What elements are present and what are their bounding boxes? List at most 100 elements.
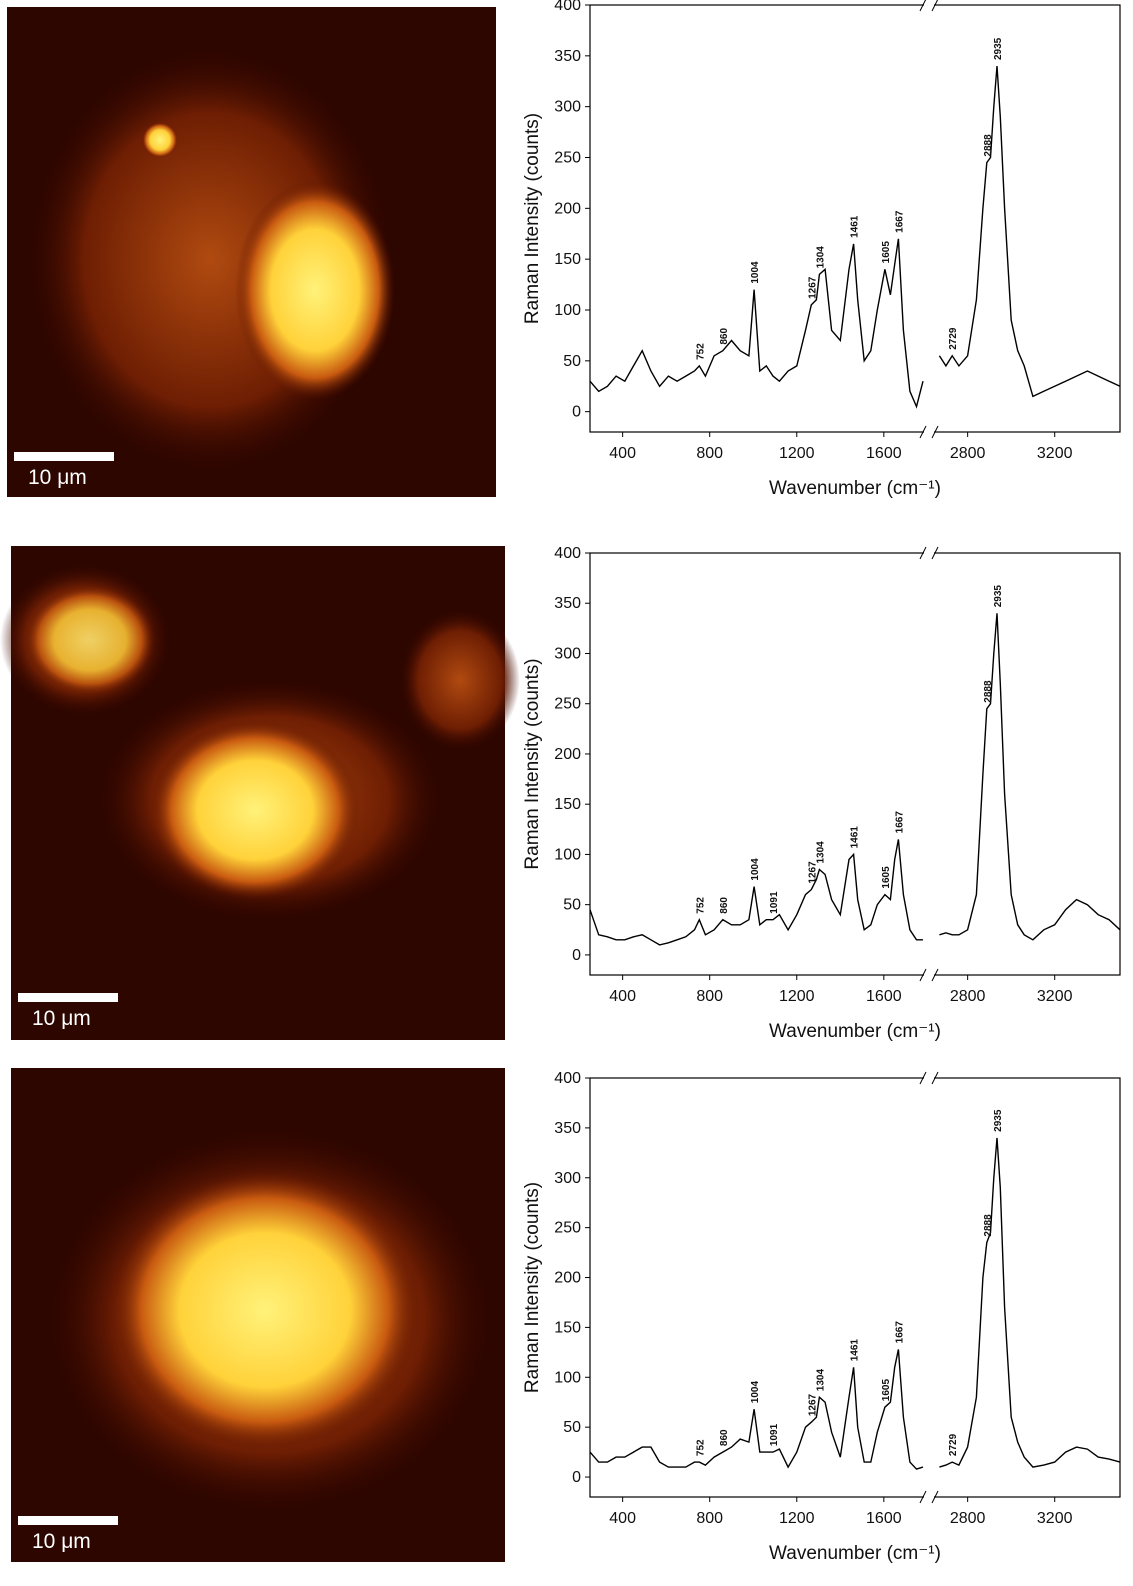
y-tick-label: 100 — [554, 302, 581, 319]
y-tick-label: 50 — [563, 897, 581, 914]
y-tick-label: 300 — [554, 645, 581, 662]
y-tick-label: 400 — [554, 1070, 581, 1087]
x-tick-label: 1200 — [779, 1510, 815, 1527]
peak-label: 1267 — [807, 1393, 818, 1416]
scale-bar-label: 10 μm — [32, 1530, 91, 1553]
x-tick-label: 400 — [609, 988, 636, 1005]
y-tick-label: 350 — [554, 595, 581, 612]
x-tick-label: 3200 — [1037, 1510, 1073, 1527]
axis-break — [924, 551, 934, 555]
peak-label: 2888 — [983, 1214, 994, 1237]
peak-label: 1267 — [807, 861, 818, 884]
peak-label: 1667 — [894, 210, 905, 233]
x-tick-label: 2800 — [950, 1510, 986, 1527]
peak-label: 752 — [695, 343, 706, 360]
x-tick-label: 400 — [609, 1510, 636, 1527]
y-tick-label: 250 — [554, 150, 581, 167]
peak-label: 1605 — [881, 1379, 892, 1402]
micrograph — [7, 7, 496, 497]
peak-label: 1461 — [850, 1339, 861, 1362]
x-tick-label: 3200 — [1037, 445, 1073, 462]
peak-label: 1091 — [769, 1423, 780, 1446]
y-tick-label: 50 — [563, 1419, 581, 1436]
plot-frame — [589, 4, 1121, 433]
peak-label: 1605 — [881, 241, 892, 264]
y-tick-label: 150 — [554, 251, 581, 268]
y-tick-label: 250 — [554, 1220, 581, 1237]
peak-label: 2935 — [993, 585, 1004, 608]
axis-break — [931, 546, 939, 560]
y-tick-label: 250 — [554, 696, 581, 713]
y-tick-label: 150 — [554, 1319, 581, 1336]
y-axis-label: Raman Intensity (counts) — [522, 1182, 543, 1393]
x-tick-label: 800 — [696, 988, 723, 1005]
peak-label: 1667 — [894, 1321, 905, 1344]
y-axis-label: Raman Intensity (counts) — [522, 113, 543, 324]
plot-frame — [589, 552, 1121, 976]
peak-label: 2888 — [983, 134, 994, 157]
peak-label: 2729 — [948, 327, 959, 350]
axis-break — [931, 0, 939, 12]
axis-break — [919, 425, 927, 439]
peak-label: 752 — [695, 897, 706, 914]
y-tick-label: 100 — [554, 1369, 581, 1386]
x-tick-label: 1600 — [866, 988, 902, 1005]
y-tick-label: 300 — [554, 1170, 581, 1187]
y-tick-label: 0 — [572, 1469, 581, 1486]
peak-label: 1091 — [769, 891, 780, 914]
y-tick-label: 400 — [554, 545, 581, 562]
y-tick-label: 0 — [572, 404, 581, 421]
peak-label: 860 — [719, 1429, 730, 1446]
x-axis-label: Wavenumber (cm⁻¹) — [769, 1021, 941, 1042]
scale-bar-label: 10 μm — [28, 466, 87, 489]
y-axis-label: Raman Intensity (counts) — [522, 658, 543, 869]
y-tick-label: 100 — [554, 846, 581, 863]
axis-break — [924, 1076, 934, 1080]
peak-label: 2888 — [983, 680, 994, 703]
y-tick-label: 350 — [554, 48, 581, 65]
peak-label: 1461 — [850, 215, 861, 238]
x-tick-label: 2800 — [950, 445, 986, 462]
axis-break — [919, 968, 927, 982]
spectrum-line — [589, 65, 1121, 409]
peak-label: 860 — [719, 328, 730, 345]
y-tick-label: 50 — [563, 353, 581, 370]
x-tick-label: 800 — [696, 445, 723, 462]
spectrum-line — [589, 613, 1121, 946]
peak-label: 1304 — [815, 246, 826, 269]
x-tick-label: 400 — [609, 445, 636, 462]
x-tick-label: 3200 — [1037, 988, 1073, 1005]
peak-label: 1004 — [750, 1381, 761, 1404]
x-tick-label: 1200 — [779, 445, 815, 462]
peak-label: 1004 — [750, 261, 761, 284]
axis-break — [919, 1071, 927, 1085]
axis-break — [919, 546, 927, 560]
scale-bar — [18, 993, 118, 1002]
peak-label: 1304 — [815, 841, 826, 864]
peak-label: 1667 — [894, 811, 905, 834]
x-tick-label: 1600 — [866, 445, 902, 462]
scale-bar-label: 10 μm — [32, 1007, 91, 1030]
axis-break — [931, 1071, 939, 1085]
scale-bar — [18, 1516, 118, 1525]
peak-label: 2729 — [948, 1433, 959, 1456]
y-tick-label: 200 — [554, 200, 581, 217]
y-tick-label: 400 — [554, 0, 581, 14]
x-tick-label: 1600 — [866, 1510, 902, 1527]
axis-break — [931, 968, 939, 982]
axis-break — [919, 1490, 927, 1504]
axis-break — [924, 973, 934, 977]
x-tick-label: 2800 — [950, 988, 986, 1005]
y-tick-label: 300 — [554, 99, 581, 116]
x-axis-label: Wavenumber (cm⁻¹) — [769, 478, 941, 499]
peak-label: 860 — [719, 897, 730, 914]
peak-label: 1004 — [750, 858, 761, 881]
y-tick-label: 200 — [554, 1270, 581, 1287]
micrograph — [11, 1068, 505, 1562]
peak-label: 2935 — [993, 37, 1004, 60]
plot-frame — [589, 1077, 1121, 1498]
peak-label: 1267 — [807, 276, 818, 299]
x-tick-label: 800 — [696, 1510, 723, 1527]
y-tick-label: 0 — [572, 947, 581, 964]
